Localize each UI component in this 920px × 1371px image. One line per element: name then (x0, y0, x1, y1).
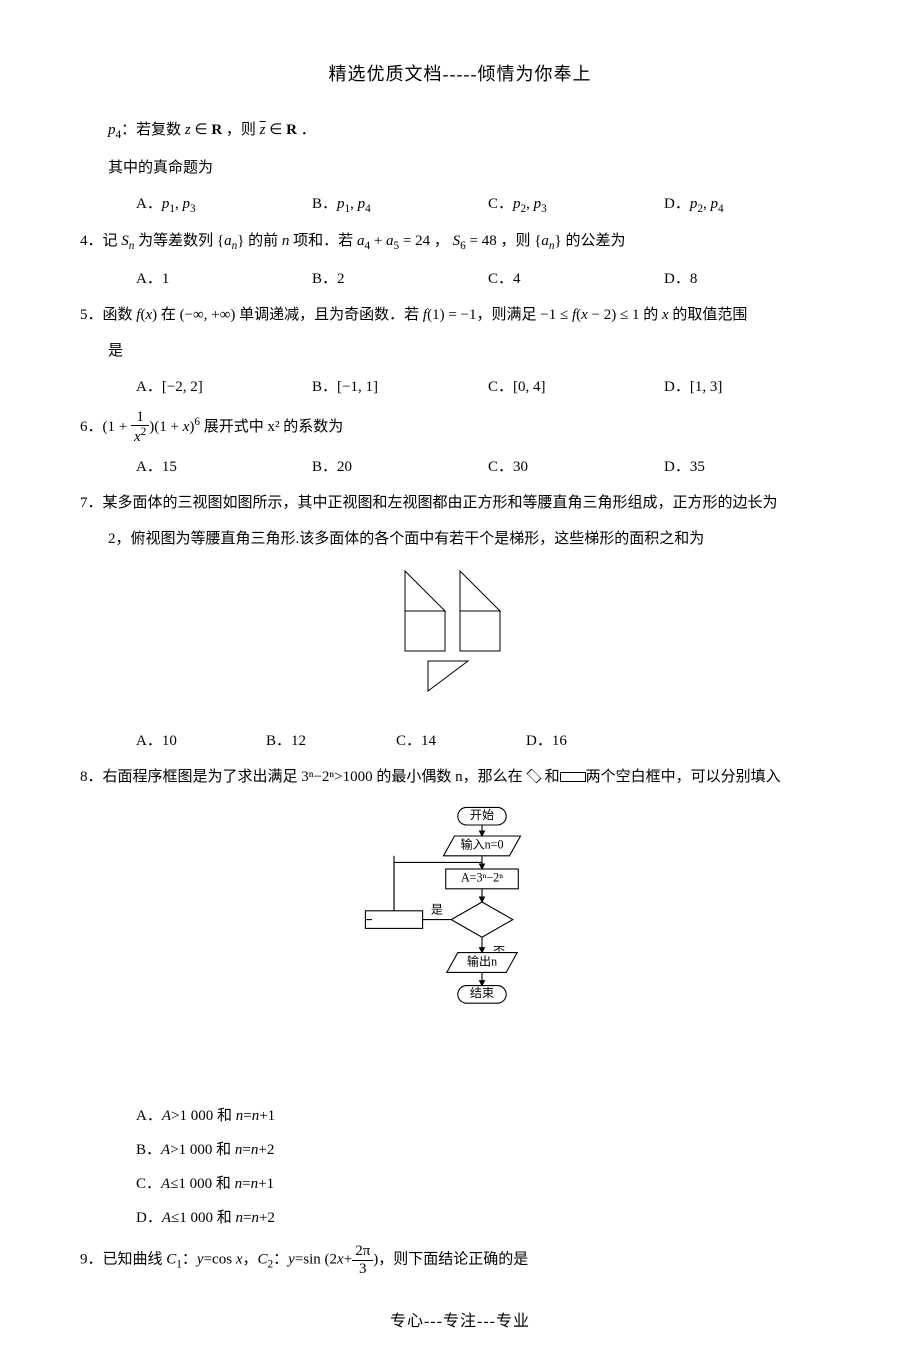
svg-text:A=3ⁿ−2ⁿ: A=3ⁿ−2ⁿ (461, 871, 503, 885)
q7-opt-a: A．10 (136, 728, 266, 755)
q4-opt-a: A．1 (136, 266, 312, 293)
svg-text:输出n: 输出n (467, 953, 497, 968)
page-footer: 专心---专注---专业 (80, 1307, 840, 1331)
q3-opt-b: B．p1, p4 (312, 191, 488, 219)
q3-opt-d: D．p2, p4 (664, 191, 840, 219)
q7-stem-b: 2，俯视图为等腰直角三角形.该多面体的各个面中有若干个是梯形，这些梯形的面积之和… (80, 525, 840, 554)
q5-opt-b: B．[−1, 1] (312, 374, 488, 401)
q4-opt-b: B．2 (312, 266, 488, 293)
svg-text:开始: 开始 (470, 808, 494, 822)
q6-opt-a: A．15 (136, 454, 312, 481)
q7-opt-c: C．14 (396, 728, 526, 755)
three-views-figure (80, 566, 840, 716)
q8-stem: 8．右面程序框图是为了求出满足 3ⁿ−2ⁿ>1000 的最小偶数 n，那么在和两… (80, 763, 840, 792)
q4-options: A．1 B．2 C．4 D．8 (80, 266, 840, 293)
page-header: 精选优质文档-----倾情为你奉上 (80, 60, 840, 86)
q8-opt-b: B．A>1 000 和 n=n+2 (80, 1135, 840, 1165)
q7-stem-a: 7．某多面体的三视图如图所示，其中正视图和左视图都由正方形和等腰直角三角形组成，… (80, 489, 840, 518)
q9-stem: 9．已知曲线 C1：y=cos x，C2：y=sin (2x+2π3)，则下面结… (80, 1243, 840, 1277)
svg-text:是: 是 (431, 903, 443, 917)
q8-opt-c: C．A≤1 000 和 n=n+1 (80, 1169, 840, 1199)
q6-stem: 6．(1 + 1x2)(1 + x)6 展开式中 x² 的系数为 (80, 409, 840, 446)
q6-opt-c: C．30 (488, 454, 664, 481)
p4-lead: 其中的真命题为 (80, 154, 840, 183)
q6-opt-d: D．35 (664, 454, 840, 481)
svg-text:输入n=0: 输入n=0 (460, 837, 503, 852)
q5-opt-c: C．[0, 4] (488, 374, 664, 401)
q8-opt-d: D．A≤1 000 和 n=n+2 (80, 1203, 840, 1233)
q7-options: A．10 B．12 C．14 D．16 (80, 728, 840, 755)
svg-text:结束: 结束 (470, 986, 494, 1000)
flowchart-figure: 开始输入n=0A=3ⁿ−2ⁿ否输出n结束是 (80, 803, 840, 1089)
q5-options: A．[−2, 2] B．[−1, 1] C．[0, 4] D．[1, 3] (80, 374, 840, 401)
q7-opt-d: D．16 (526, 728, 656, 755)
q8-opt-a: A．A>1 000 和 n=n+1 (80, 1101, 840, 1131)
q5-opt-d: D．[1, 3] (664, 374, 840, 401)
q4-stem: 4．记 Sn 为等差数列 {an} 的前 n 项和．若 a4 + a5 = 24… (80, 227, 840, 257)
q5-stem-a: 5．函数 f(x) 在 (−∞, +∞) 单调递减，且为奇函数．若 f(1) =… (80, 301, 840, 330)
q5-opt-a: A．[−2, 2] (136, 374, 312, 401)
rect-icon (560, 772, 586, 782)
diamond-icon (523, 772, 545, 782)
q7-opt-b: B．12 (266, 728, 396, 755)
p4-statement: p4：若复数 z ∈ R ，则 z ∈ R ． (80, 116, 840, 146)
q3-options: A．p1, p3 B．p1, p4 C．p2, p3 D．p2, p4 (80, 191, 840, 219)
q5-stem-b: 是 (80, 337, 840, 366)
q4-opt-c: C．4 (488, 266, 664, 293)
q3-opt-c: C．p2, p3 (488, 191, 664, 219)
q3-opt-a: A．p1, p3 (136, 191, 312, 219)
q6-options: A．15 B．20 C．30 D．35 (80, 454, 840, 481)
q6-opt-b: B．20 (312, 454, 488, 481)
q4-opt-d: D．8 (664, 266, 840, 293)
